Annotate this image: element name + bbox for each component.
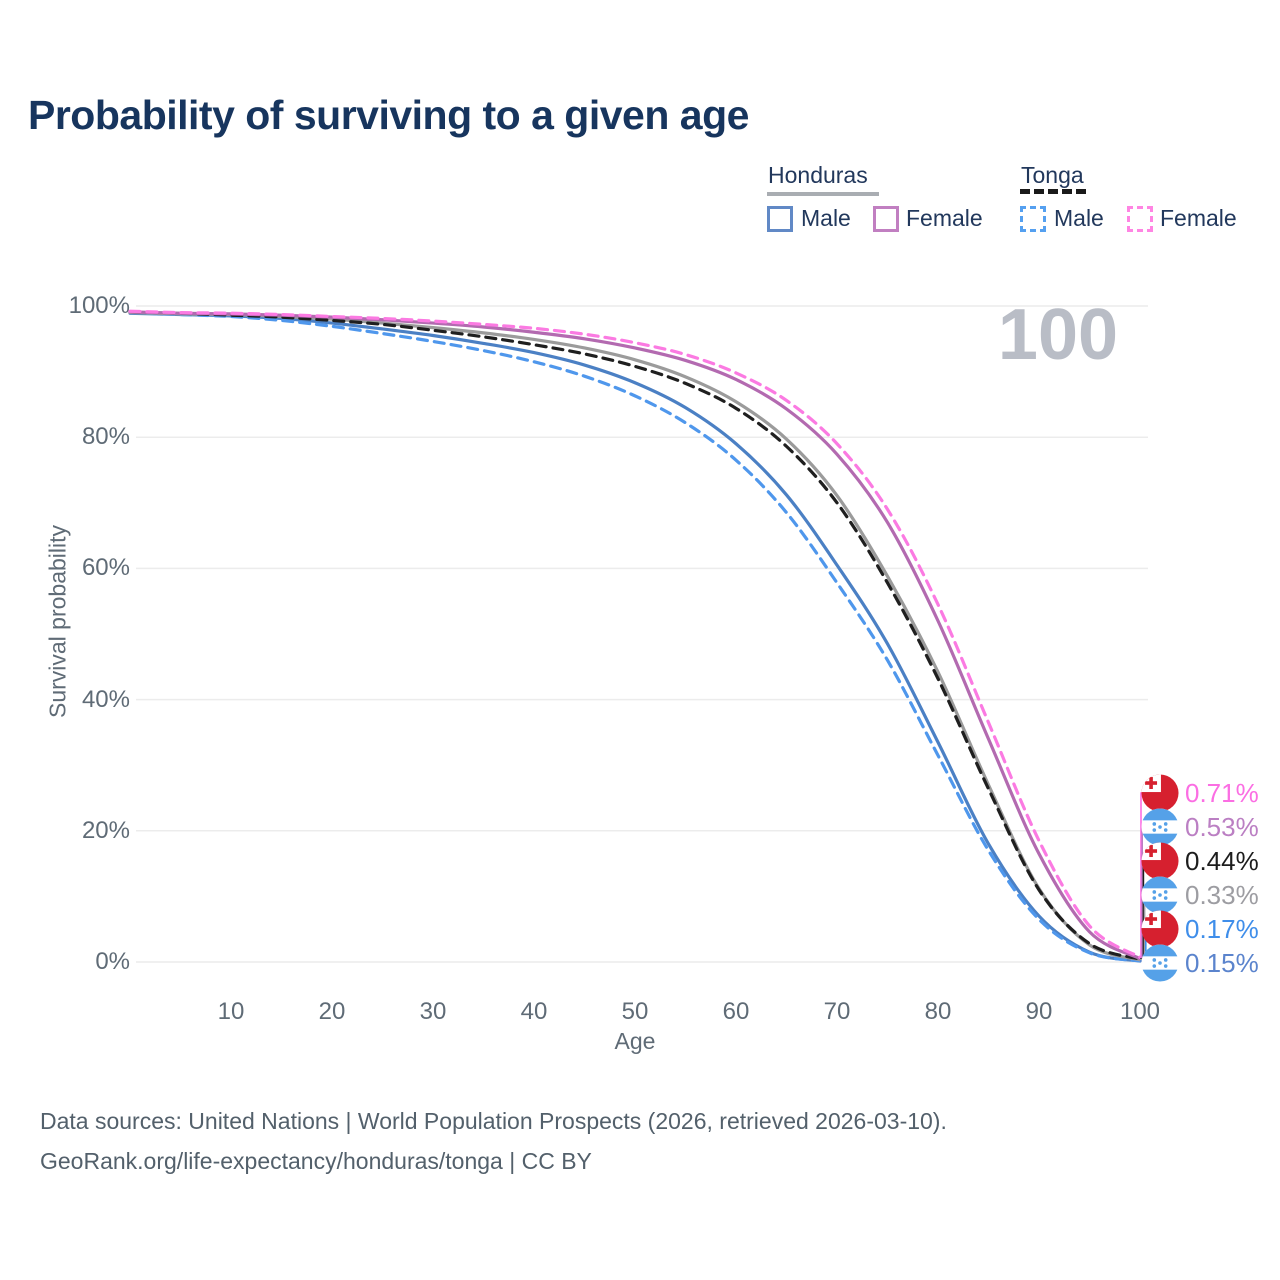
- legend-swatch-honduras-female[interactable]: [873, 206, 899, 232]
- honduras-flag-icon: [1141, 876, 1179, 914]
- x-tick-10: 10: [217, 998, 245, 1025]
- legend-swatch-tonga-female[interactable]: [1127, 206, 1153, 232]
- curve-honduras: [128, 310, 1142, 962]
- legend-label-tonga-female[interactable]: Female: [1160, 205, 1237, 231]
- end-label-value: 0.15%: [1185, 947, 1259, 978]
- y-tick-80: 80%: [81, 423, 130, 451]
- end-label-value: 0.71%: [1185, 777, 1259, 808]
- x-tick-30: 30: [419, 998, 447, 1025]
- y-tick-100: 100%: [68, 292, 130, 319]
- end-label-value: 0.33%: [1185, 879, 1259, 910]
- legend-group-honduras-title: Honduras: [768, 162, 868, 188]
- curve-honduras-female: [128, 310, 1142, 961]
- tonga-flag-icon: [1141, 910, 1179, 948]
- legend-label-honduras-female[interactable]: Female: [906, 205, 983, 231]
- tonga-flag-icon: [1141, 842, 1179, 880]
- end-label-tonga-male: 0.17%: [1141, 909, 1259, 949]
- x-tick-60: 60: [722, 998, 750, 1025]
- curve-honduras-male: [128, 311, 1142, 963]
- y-tick-40: 40%: [81, 685, 130, 713]
- y-tick-60: 60%: [81, 554, 130, 582]
- legend-swatch-honduras-male[interactable]: [767, 206, 793, 232]
- legend-label-tonga-male[interactable]: Male: [1054, 205, 1104, 231]
- x-tick-90: 90: [1025, 998, 1053, 1025]
- honduras-flag-icon: [1141, 808, 1179, 846]
- end-label-value: 0.44%: [1185, 845, 1259, 876]
- x-tick-80: 80: [924, 998, 952, 1025]
- legend-group-tonga-title: Tonga: [1021, 162, 1084, 188]
- end-label-honduras-male: 0.15%: [1141, 943, 1259, 983]
- x-tick-40: 40: [520, 998, 548, 1025]
- legend-label-honduras-male[interactable]: Male: [801, 205, 851, 231]
- end-label-value: 0.17%: [1185, 913, 1259, 944]
- y-tick-20: 20%: [81, 816, 130, 844]
- x-axis-title: Age: [614, 1028, 656, 1054]
- honduras-flag-icon: [1141, 944, 1179, 982]
- end-label-value: 0.53%: [1185, 811, 1259, 842]
- end-label-tonga: 0.44%: [1141, 841, 1259, 881]
- tonga-flag-icon: [1141, 774, 1179, 812]
- tonga-dashed-line-sample: [1020, 189, 1086, 194]
- legend-swatch-tonga-male[interactable]: [1020, 206, 1046, 232]
- end-label-tonga-female: 0.71%: [1141, 773, 1259, 813]
- x-tick-70: 70: [823, 998, 851, 1025]
- x-tick-50: 50: [621, 998, 649, 1025]
- curve-tonga-male: [128, 310, 1142, 963]
- honduras-solid-line-sample: [767, 192, 879, 196]
- footer-link: GeoRank.org/life-expectancy/honduras/ton…: [40, 1148, 592, 1174]
- x-tick-20: 20: [318, 998, 346, 1025]
- page-title: Probability of surviving to a given age: [28, 92, 749, 138]
- footer-sources: Data sources: United Nations | World Pop…: [40, 1108, 947, 1134]
- end-label-honduras-female: 0.53%: [1141, 807, 1259, 847]
- curve-tonga: [128, 310, 1142, 961]
- x-tick-100: 100: [1119, 998, 1161, 1025]
- age-watermark: 100: [997, 295, 1119, 375]
- end-label-honduras: 0.33%: [1141, 875, 1259, 915]
- curve-tonga-female: [128, 309, 1142, 959]
- y-tick-0: 0%: [95, 948, 130, 975]
